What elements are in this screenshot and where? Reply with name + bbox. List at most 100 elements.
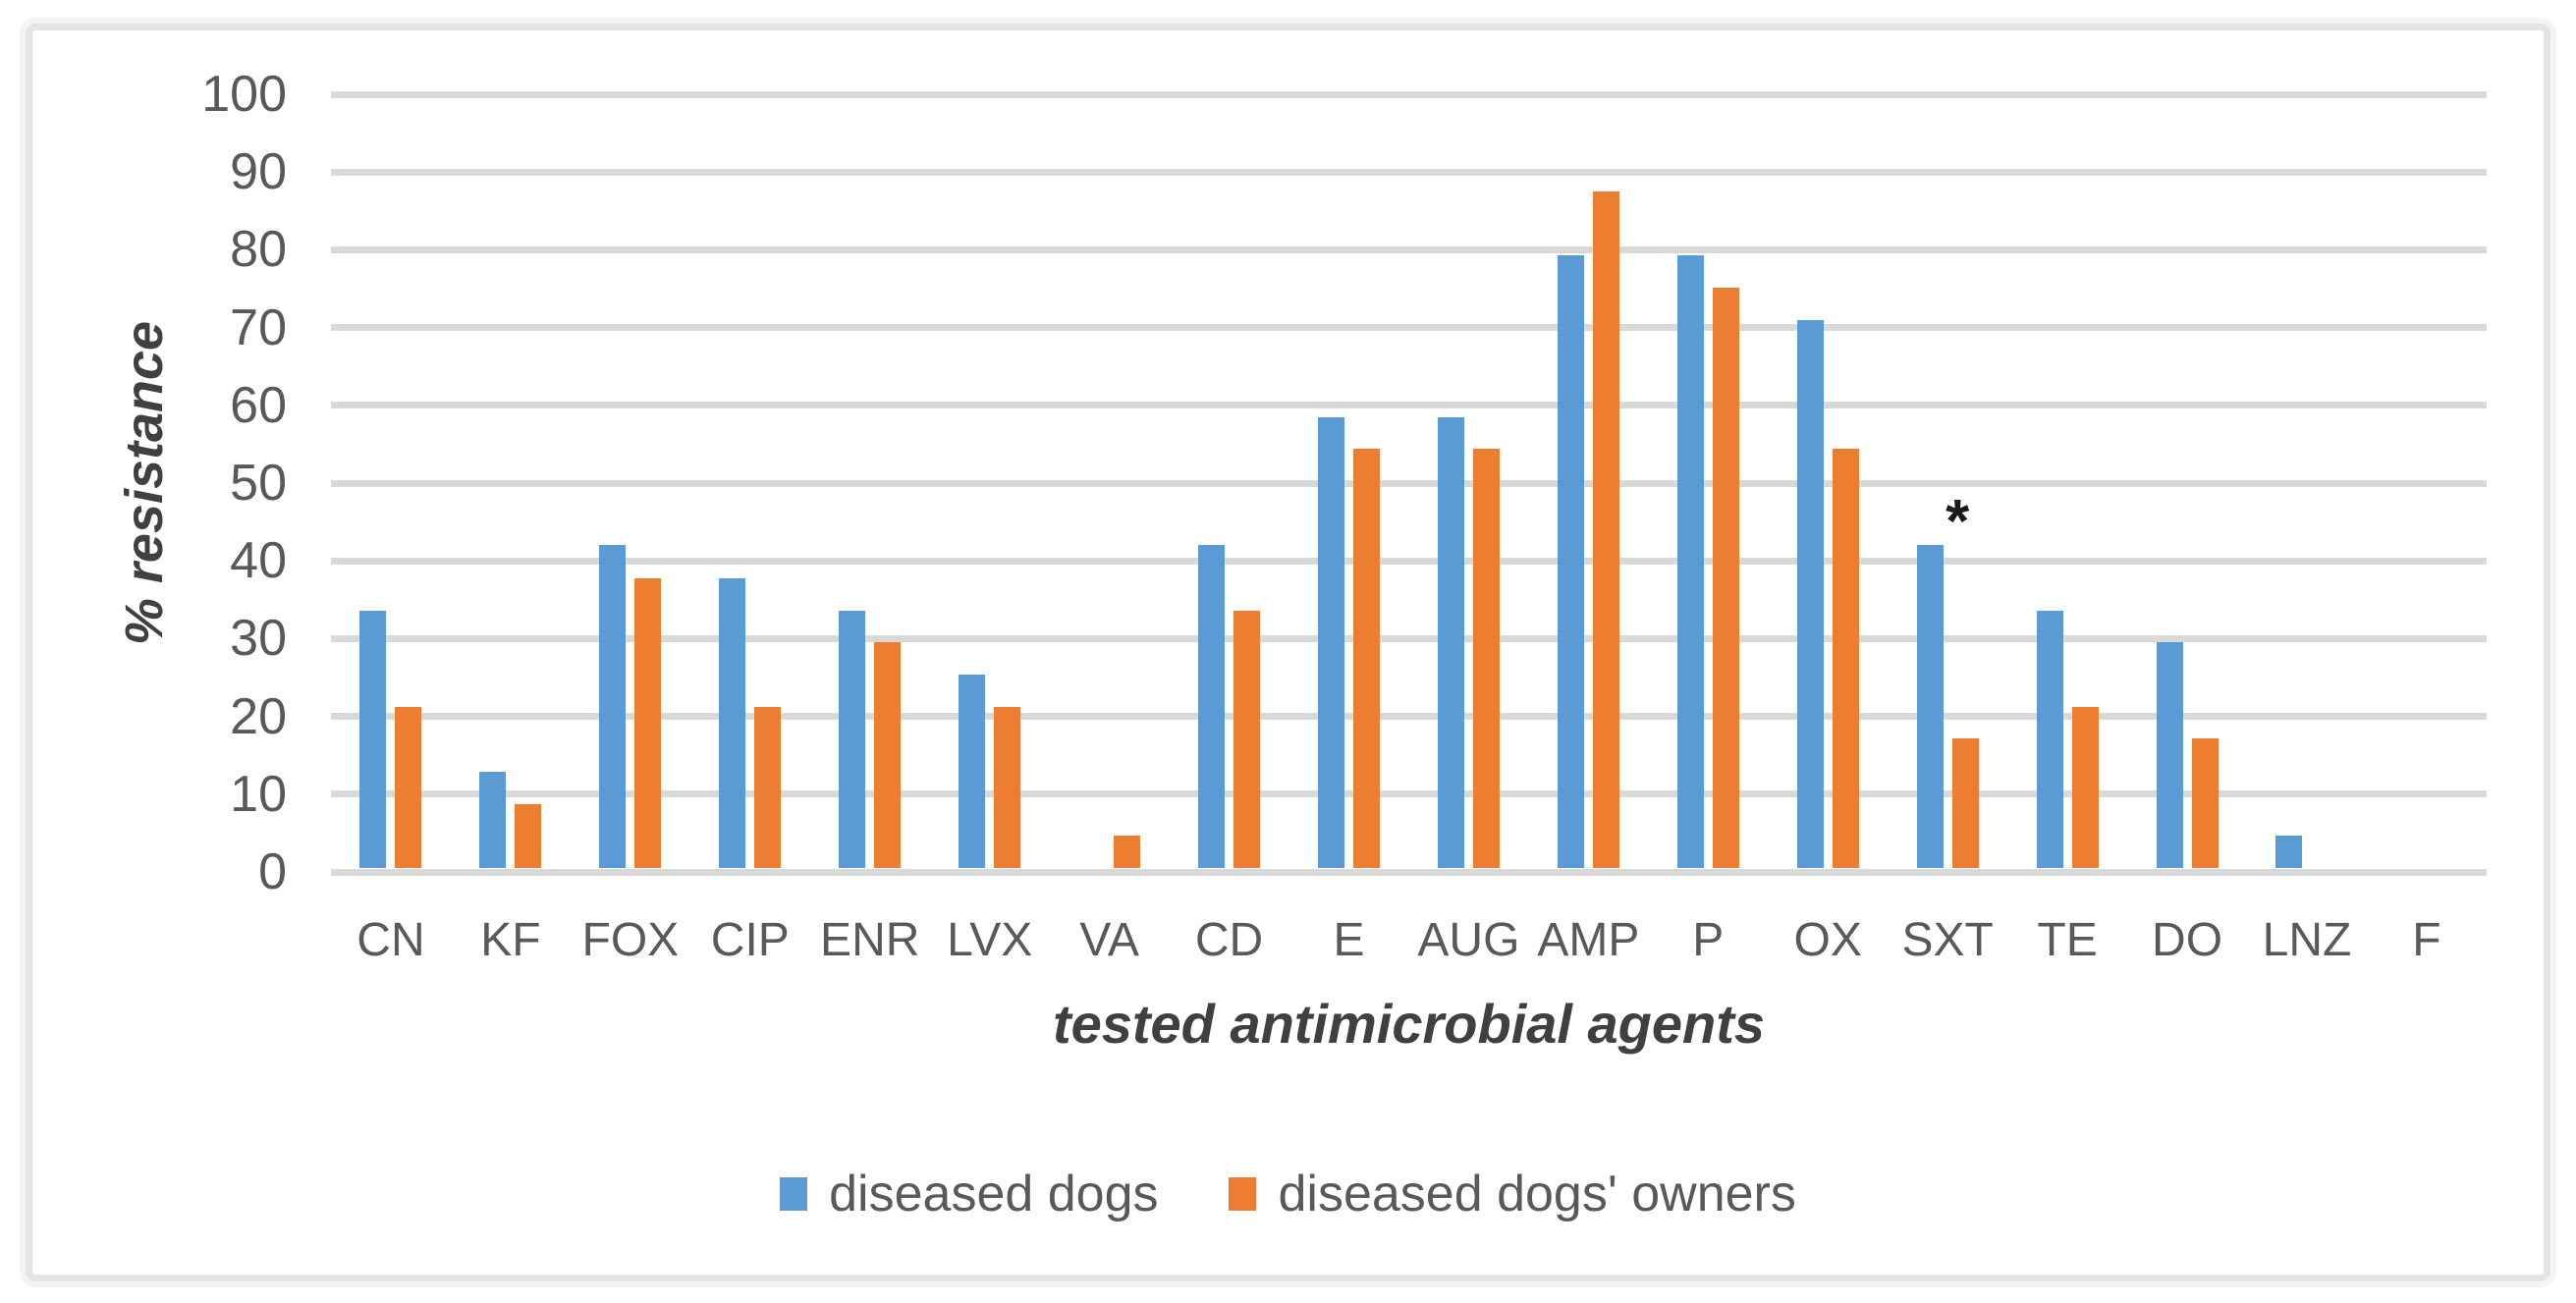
category-group-ox: OX [1768, 94, 1888, 964]
category-group-f: F [2367, 94, 2487, 964]
y-tick-label-10: 10 [230, 765, 287, 823]
legend-swatch-diseased-dogs [780, 1177, 808, 1211]
x-tick-label-p: P [1692, 914, 1725, 966]
category-group-aug: AUG [1408, 94, 1528, 964]
bar-diseased-dogs-amp [1557, 254, 1584, 868]
legend-swatch-diseased-dogs-owners [1229, 1177, 1257, 1211]
bar-diseased-dogs-owners-cip [754, 707, 782, 868]
bar-diseased-dogs-owners-amp [1592, 190, 1619, 868]
bar-diseased-dogs-cip [719, 577, 746, 868]
gridline-30 [331, 634, 2487, 642]
x-tick-label-cn: CN [356, 914, 425, 966]
bar-diseased-dogs-do [2156, 641, 2183, 868]
y-tick-label-0: 0 [258, 843, 287, 900]
x-tick-label-f: F [2412, 914, 2441, 966]
category-group-va: VA [1050, 94, 1170, 964]
x-tick-label-cd: CD [1194, 914, 1264, 966]
legend: diseased dogs diseased dogs' owners [0, 1168, 2576, 1220]
bar-diseased-dogs-e [1317, 416, 1344, 868]
category-group-amp: AMP [1528, 94, 1648, 964]
category-group-lnz: LNZ [2247, 94, 2367, 964]
bar-diseased-dogs-owners-do [2191, 738, 2219, 868]
gridline-50 [331, 479, 2487, 487]
gridline-80 [331, 245, 2487, 253]
bar-diseased-dogs-owners-va [1114, 835, 1141, 868]
bar-diseased-dogs-fox [599, 545, 627, 868]
y-tick-label-70: 70 [230, 299, 287, 356]
x-tick-label-fox: FOX [581, 914, 680, 966]
bar-diseased-dogs-p [1676, 254, 1704, 868]
x-tick-label-lnz: LNZ [2262, 914, 2352, 966]
category-group-sxt: SXT [1888, 94, 2007, 964]
gridline-20 [331, 713, 2487, 721]
bar-diseased-dogs-owners-kf [515, 803, 542, 868]
bar-diseased-dogs-owners-p [1712, 288, 1739, 868]
x-tick-label-lvx: LVX [947, 914, 1033, 966]
y-tick-label-60: 60 [230, 376, 287, 434]
significance-asterisk-sxt: * [1946, 488, 1970, 557]
x-tick-label-enr: ENR [820, 914, 920, 966]
x-tick-label-va: VA [1079, 914, 1139, 966]
x-tick-label-sxt: SXT [1901, 914, 1994, 966]
legend-label-diseased-dogs-owners: diseased dogs' owners [1278, 1166, 1796, 1222]
bar-diseased-dogs-owners-aug [1472, 448, 1500, 868]
category-group-fox: FOX [571, 94, 690, 964]
gridline-100 [331, 90, 2487, 98]
category-group-e: E [1289, 94, 1409, 964]
category-group-cn: CN [331, 94, 451, 964]
y-tick-label-100: 100 [201, 66, 287, 123]
y-tick-label-90: 90 [230, 143, 287, 201]
bar-diseased-dogs-owners-te [2071, 707, 2099, 868]
y-tick-label-50: 50 [230, 455, 287, 512]
bar-diseased-dogs-owners-cd [1233, 610, 1261, 868]
category-group-te: TE [2007, 94, 2127, 964]
gridline-90 [331, 168, 2487, 176]
bar-diseased-dogs-ox [1796, 320, 1824, 868]
plot-area: CN KF FOX CIP ENR LVX VA CD E AUG AMP P OX SXT TE DO LNZ… [331, 90, 2487, 964]
bar-diseased-dogs-cd [1198, 545, 1226, 868]
bar-diseased-dogs-lvx [959, 675, 986, 868]
bar-diseased-dogs-owners-lvx [994, 707, 1021, 868]
legend-label-diseased-dogs: diseased dogs [829, 1166, 1159, 1222]
category-group-lvx: LVX [930, 94, 1050, 964]
gridlines [331, 90, 2487, 876]
gridline-10 [331, 790, 2487, 798]
x-tick-label-cip: CIP [710, 914, 790, 966]
y-tick-label-80: 80 [230, 221, 287, 279]
gridline-60 [331, 402, 2487, 409]
gridline-70 [331, 324, 2487, 332]
bar-diseased-dogs-owners-enr [874, 641, 902, 868]
y-tick-label-30: 30 [230, 610, 287, 668]
x-tick-label-amp: AMP [1537, 914, 1640, 966]
y-tick-label-20: 20 [230, 687, 287, 745]
bar-diseased-dogs-owners-cn [395, 707, 422, 868]
bar-diseased-dogs-enr [839, 610, 866, 868]
bar-diseased-dogs-owners-sxt [1951, 738, 1979, 868]
category-group-enr: ENR [810, 94, 930, 964]
category-group-do: DO [2127, 94, 2247, 964]
bar-diseased-dogs-lnz [2275, 835, 2303, 868]
bar-diseased-dogs-owners-ox [1832, 448, 1859, 868]
category-group-cd: CD [1170, 94, 1289, 964]
x-axis-title: tested antimicrobial agents [1052, 993, 1766, 1055]
category-group-kf: KF [451, 94, 571, 964]
bar-diseased-dogs-owners-fox [634, 577, 662, 868]
legend-item-diseased-dogs-owners: diseased dogs' owners [1229, 1166, 1796, 1222]
x-tick-label-te: TE [2037, 914, 2098, 966]
x-tick-label-e: E [1333, 914, 1365, 966]
y-tick-label-40: 40 [230, 532, 287, 590]
x-tick-label-aug: AUG [1417, 914, 1520, 966]
x-tick-label-do: DO [2152, 914, 2223, 966]
x-tick-label-kf: KF [480, 914, 541, 966]
gridline-0 [331, 868, 2487, 876]
gridline-40 [331, 557, 2487, 565]
bar-diseased-dogs-kf [479, 771, 507, 868]
category-group-cip: CIP [690, 94, 810, 964]
legend-item-diseased-dogs: diseased dogs [780, 1168, 1158, 1220]
bar-diseased-dogs-sxt [1916, 545, 1944, 868]
bar-diseased-dogs-owners-e [1352, 448, 1380, 868]
bar-diseased-dogs-te [2036, 610, 2063, 868]
bar-groups: CN KF FOX CIP ENR LVX VA CD E AUG AMP P OX SXT TE DO LNZ… [331, 94, 2487, 964]
bar-diseased-dogs-aug [1437, 416, 1464, 868]
